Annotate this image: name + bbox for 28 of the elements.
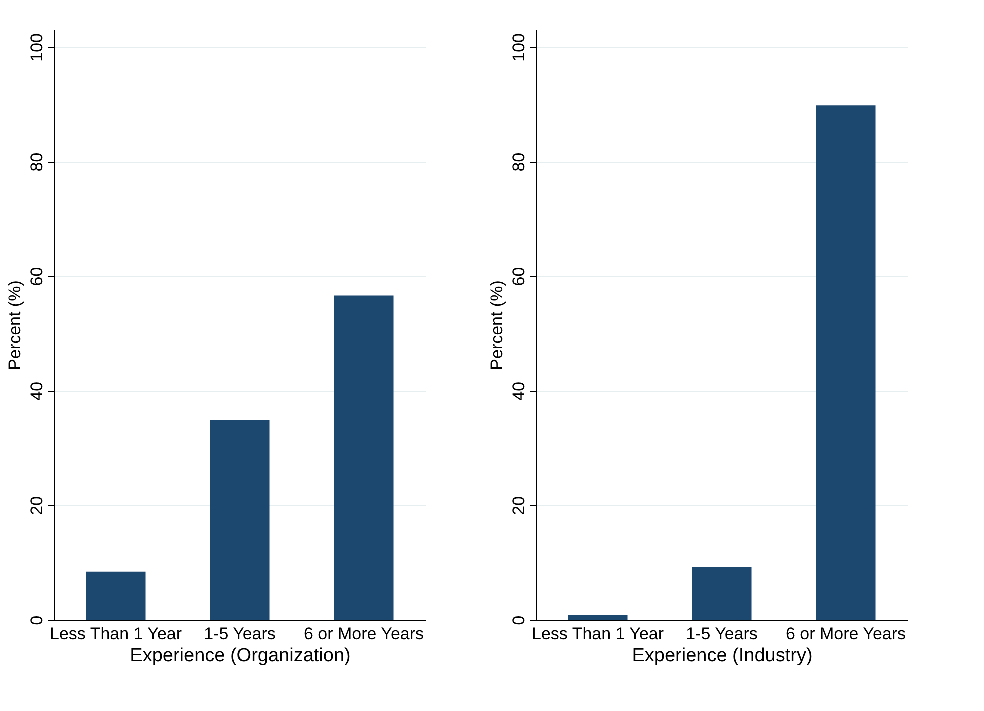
y-axis-title: Percent (%) bbox=[488, 280, 506, 370]
x-tick-label: 6 or More Years bbox=[786, 624, 906, 644]
x-tick-label: 6 or More Years bbox=[304, 624, 424, 644]
y-tick-label: 80 bbox=[28, 152, 46, 172]
bar bbox=[334, 296, 394, 620]
x-axis-title: Experience (Industry) bbox=[632, 646, 813, 666]
y-tick-label: 20 bbox=[28, 496, 46, 516]
y-tick-label: 60 bbox=[28, 267, 46, 286]
x-axis-title: Experience (Organization) bbox=[130, 646, 351, 666]
x-tick-label: 1-5 Years bbox=[686, 624, 758, 644]
bar bbox=[692, 567, 752, 620]
bar bbox=[568, 615, 628, 620]
y-tick-label: 0 bbox=[28, 616, 46, 626]
y-tick-label: 100 bbox=[510, 33, 528, 62]
y-tick-label: 0 bbox=[510, 616, 528, 626]
bar bbox=[816, 106, 876, 620]
y-tick-label: 20 bbox=[510, 496, 528, 516]
y-tick-label: 80 bbox=[510, 152, 528, 172]
y-tick-label: 40 bbox=[28, 382, 46, 401]
x-tick-label: Less Than 1 Year bbox=[532, 624, 664, 644]
y-axis-title: Percent (%) bbox=[6, 280, 24, 370]
y-tick-label: 40 bbox=[510, 382, 528, 401]
bar bbox=[86, 572, 146, 620]
y-tick-label: 100 bbox=[28, 33, 46, 62]
bar bbox=[210, 420, 270, 620]
x-tick-label: 1-5 Years bbox=[204, 624, 276, 644]
x-tick-label: Less Than 1 Year bbox=[50, 624, 182, 644]
y-tick-label: 60 bbox=[510, 267, 528, 286]
